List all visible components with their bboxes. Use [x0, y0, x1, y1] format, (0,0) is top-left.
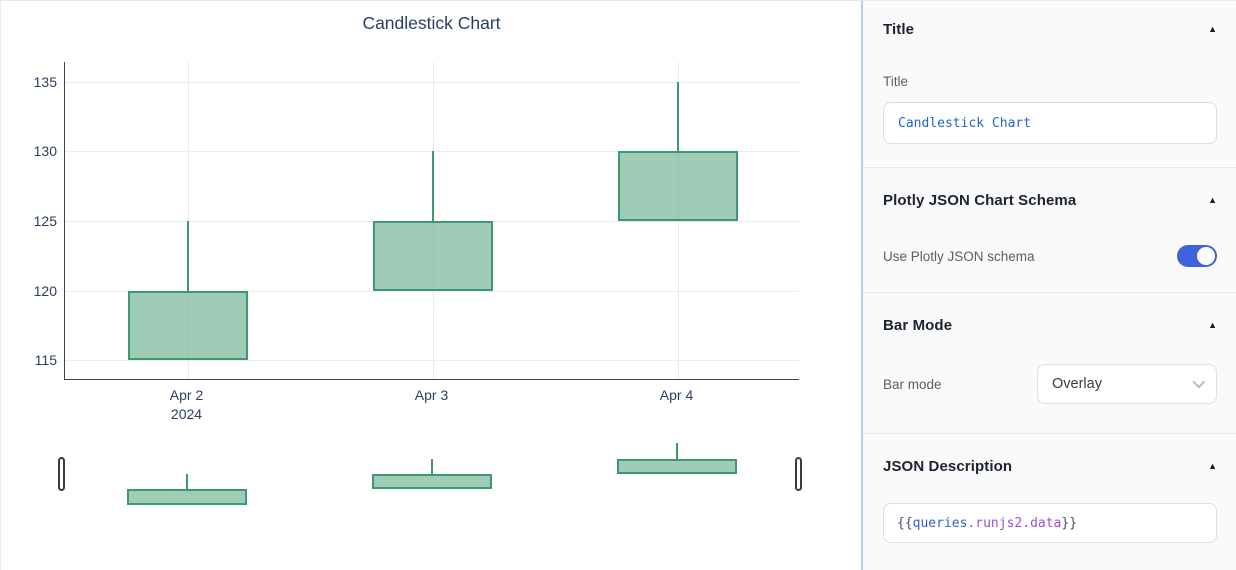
section-header-label: Plotly JSON Chart Schema — [883, 192, 1077, 209]
section-json-description-header[interactable]: JSON Description ▲ — [883, 458, 1217, 475]
candle-wick — [186, 221, 189, 291]
x-tick-label: Apr 2 2024 — [169, 387, 204, 422]
section-divider — [863, 292, 1236, 293]
inspector-panel: Title ▲ Title Plotly JSON Chart Schema ▲… — [861, 1, 1236, 570]
section-bar-mode: Bar Mode ▲ Bar mode Overlay — [863, 293, 1236, 404]
section-divider — [863, 433, 1236, 434]
x-tick-label: Apr 4 — [659, 387, 694, 403]
toggle-knob — [1197, 247, 1215, 265]
bar-mode-select[interactable]: Overlay — [1037, 364, 1217, 404]
y-tick-label: 120 — [33, 282, 57, 299]
code-segment: }} — [1061, 515, 1078, 531]
plotly-schema-toggle[interactable] — [1177, 245, 1217, 267]
chart-title: Candlestick Chart — [362, 13, 501, 33]
section-json-description: JSON Description ▲ {{queries.runjs2.data… — [863, 434, 1236, 543]
section-header-label: Title — [883, 21, 915, 38]
section-title-header[interactable]: Title ▲ — [883, 21, 1217, 38]
x-axis-labels: Apr 2 2024 Apr 3 Apr 4 — [1, 386, 861, 426]
section-header-label: JSON Description — [883, 458, 1013, 475]
gridline — [187, 62, 189, 379]
section-bar-mode-header[interactable]: Bar Mode ▲ — [883, 317, 1217, 334]
candle-wick — [431, 151, 434, 221]
candle-wick — [675, 443, 678, 459]
gridline — [65, 81, 799, 83]
rangeslider[interactable] — [56, 439, 804, 509]
section-divider — [863, 167, 1236, 168]
collapse-icon[interactable]: ▲ — [1208, 320, 1217, 330]
candle-body[interactable] — [127, 290, 248, 361]
json-description-value: {{queries.runjs2.data}} — [897, 516, 1077, 531]
rangeslider-plot — [64, 439, 799, 509]
toggle-label: Use Plotly JSON schema — [883, 248, 1035, 264]
gridline — [65, 290, 799, 292]
candle-body[interactable] — [372, 221, 493, 291]
candle-body[interactable] — [371, 474, 492, 490]
candle-body[interactable] — [617, 151, 738, 221]
candle-body[interactable] — [616, 458, 737, 474]
rangeslider-handle-left[interactable] — [58, 457, 65, 491]
section-schema-header[interactable]: Plotly JSON Chart Schema ▲ — [883, 192, 1217, 209]
gridline — [65, 360, 799, 362]
code-segment: {{ — [897, 515, 913, 531]
candle-wick — [430, 458, 433, 474]
title-field-label: Title — [883, 74, 909, 89]
code-segment: .runjs2.data — [967, 515, 1062, 531]
section-plotly-schema: Plotly JSON Chart Schema ▲ Use Plotly JS… — [863, 168, 1236, 267]
collapse-icon[interactable]: ▲ — [1208, 195, 1217, 205]
plot-area[interactable] — [64, 62, 799, 380]
y-axis-labels: 115 120 125 130 135 — [1, 1, 64, 421]
bar-mode-label: Bar mode — [883, 376, 942, 392]
y-tick-label: 115 — [34, 352, 57, 369]
json-description-input[interactable]: {{queries.runjs2.data}} — [883, 503, 1217, 543]
code-segment: queries — [912, 515, 968, 531]
candle-wick — [676, 81, 679, 152]
section-title: Title ▲ Title — [863, 1, 1236, 144]
rangeslider-handle-right[interactable] — [795, 457, 802, 491]
select-value: Overlay — [1052, 376, 1102, 392]
collapse-icon[interactable]: ▲ — [1208, 24, 1217, 34]
y-tick-label: 135 — [33, 73, 57, 90]
title-input[interactable] — [883, 102, 1217, 144]
candle-wick — [185, 474, 188, 490]
y-tick-label: 125 — [33, 213, 57, 229]
y-tick-label: 130 — [33, 143, 57, 160]
section-header-label: Bar Mode — [883, 317, 953, 334]
chevron-down-icon — [1192, 375, 1206, 389]
x-tick-label: Apr 3 — [414, 387, 449, 403]
collapse-icon[interactable]: ▲ — [1208, 461, 1217, 471]
candle-body[interactable] — [126, 489, 247, 505]
